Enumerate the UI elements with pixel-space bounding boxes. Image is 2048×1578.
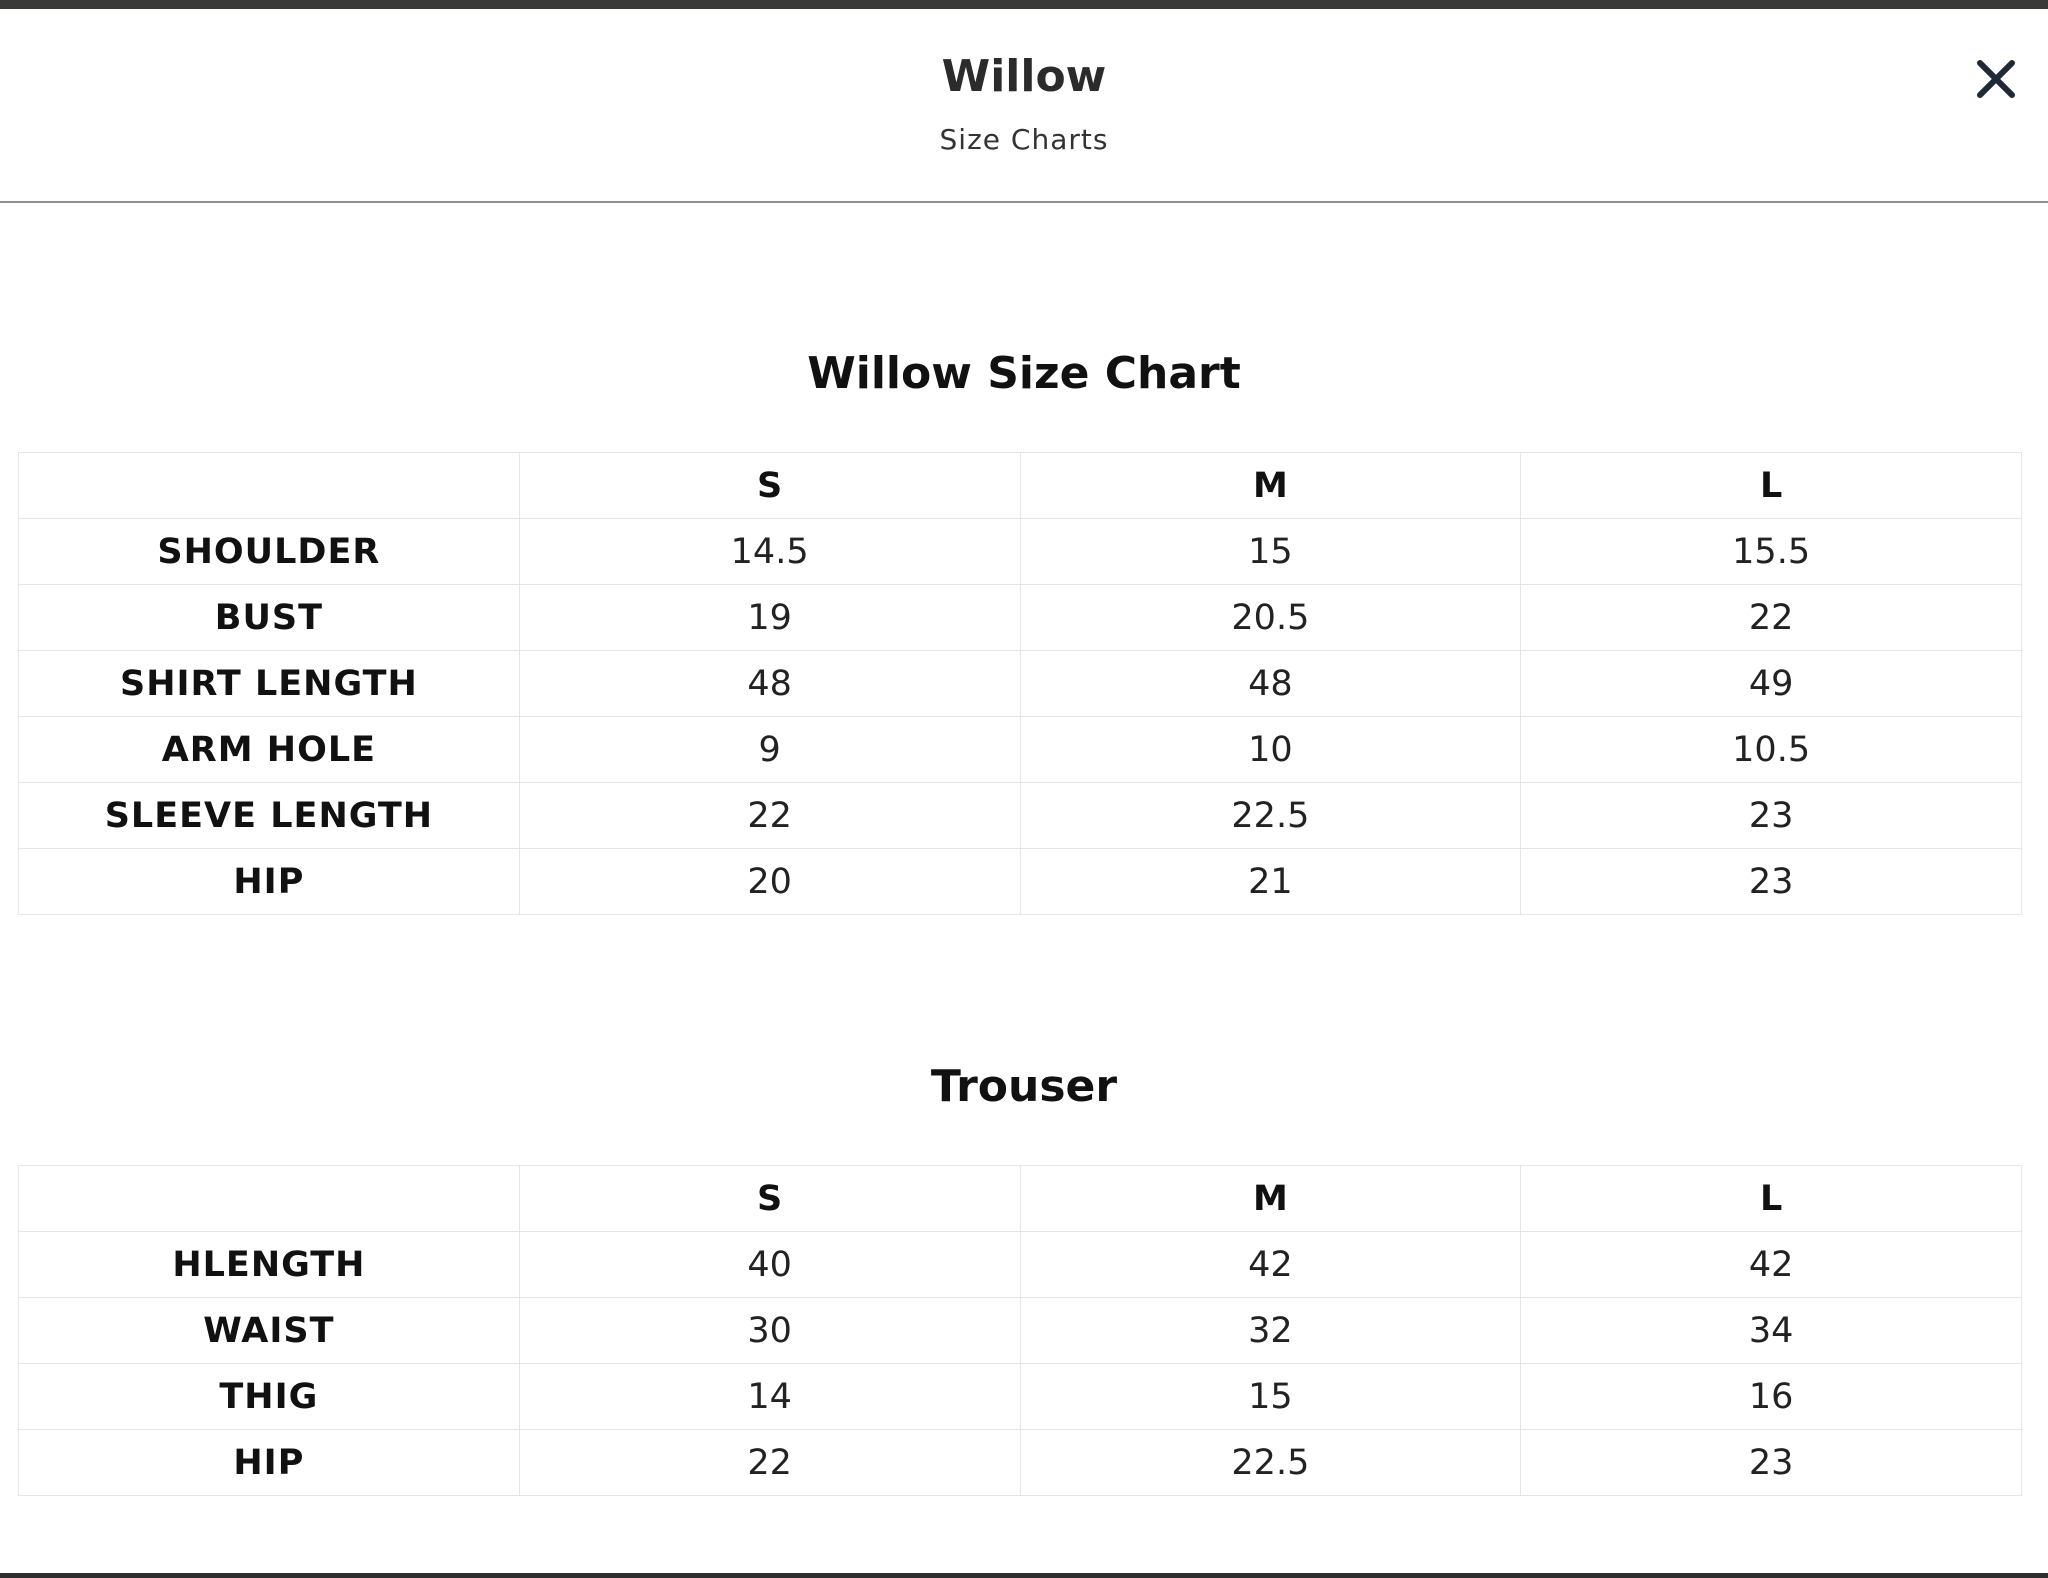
table-cell: 23 <box>1520 782 2022 849</box>
table-row: WAIST 30 32 34 <box>18 1297 2022 1364</box>
table-cell: 9 <box>518 716 1021 783</box>
row-label: ARM HOLE <box>18 716 520 783</box>
table-cell: 10.5 <box>1520 716 2022 783</box>
column-header: M <box>1019 1165 1522 1232</box>
table-cell: 15 <box>1019 518 1522 585</box>
table-cell: 22 <box>1520 584 2022 651</box>
table-cell: 20.5 <box>1019 584 1522 651</box>
table-cell: 23 <box>1520 1429 2022 1496</box>
row-label: SHIRT LENGTH <box>18 650 520 717</box>
table-cell: 40 <box>518 1231 1021 1298</box>
table-row: HIP 22 22.5 23 <box>18 1429 2022 1496</box>
modal-header: Willow Size Charts <box>0 9 2048 203</box>
table-cell: 21 <box>1019 848 1522 915</box>
table-cell: 22 <box>518 1429 1021 1496</box>
table-cell: 30 <box>518 1297 1021 1364</box>
table-cell: 42 <box>1019 1231 1522 1298</box>
modal-title: Willow <box>941 51 1107 102</box>
table-cell: 48 <box>1019 650 1522 717</box>
table-row: HIP 20 21 23 <box>18 848 2022 915</box>
table-cell: 34 <box>1520 1297 2022 1364</box>
row-label: THIG <box>18 1363 520 1430</box>
close-button[interactable] <box>1972 55 2020 103</box>
table-row: BUST 19 20.5 22 <box>18 584 2022 651</box>
trouser-chart-title: Trouser <box>930 1061 1118 1112</box>
column-header: L <box>1520 1165 2022 1232</box>
size-chart-table: S M L SHOULDER 14.5 15 15.5 BUST 19 20.5 22 SHIRT L… <box>18 452 2022 915</box>
table-cell: 15.5 <box>1520 518 2022 585</box>
row-label: HIP <box>18 848 520 915</box>
column-header <box>18 1165 520 1232</box>
table-cell: 14.5 <box>518 518 1021 585</box>
backdrop-strip-bottom <box>0 1573 2048 1578</box>
row-label: WAIST <box>18 1297 520 1364</box>
table-row: HLENGTH 40 42 42 <box>18 1231 2022 1298</box>
column-header: S <box>518 452 1021 519</box>
table-cell: 20 <box>518 848 1021 915</box>
table-cell: 14 <box>518 1363 1021 1430</box>
table-cell: 10 <box>1019 716 1522 783</box>
column-header <box>18 452 520 519</box>
modal-subtitle: Size Charts <box>939 123 1109 156</box>
table-row: SHIRT LENGTH 48 48 49 <box>18 650 2022 717</box>
table-cell: 42 <box>1520 1231 2022 1298</box>
table-cell: 16 <box>1520 1363 2022 1430</box>
table-cell: 15 <box>1019 1363 1522 1430</box>
table-cell: 49 <box>1520 650 2022 717</box>
table-row: SLEEVE LENGTH 22 22.5 23 <box>18 782 2022 849</box>
table-cell: 48 <box>518 650 1021 717</box>
column-header: L <box>1520 452 2022 519</box>
row-label: HIP <box>18 1429 520 1496</box>
close-icon <box>1977 60 2015 98</box>
table-row: SHOULDER 14.5 15 15.5 <box>18 518 2022 585</box>
column-header: M <box>1019 452 1522 519</box>
table-cell: 22 <box>518 782 1021 849</box>
size-chart-title: Willow Size Chart <box>807 348 1241 399</box>
table-cell: 23 <box>1520 848 2022 915</box>
table-cell: 19 <box>518 584 1021 651</box>
table-row: ARM HOLE 9 10 10.5 <box>18 716 2022 783</box>
backdrop-strip-top <box>0 0 2048 9</box>
row-label: BUST <box>18 584 520 651</box>
row-label: SHOULDER <box>18 518 520 585</box>
column-header: S <box>518 1165 1021 1232</box>
trouser-chart-table: S M L HLENGTH 40 42 42 WAIST 30 32 34 THIG 14 15 16 HIP… <box>18 1165 2022 1496</box>
table-row: THIG 14 15 16 <box>18 1363 2022 1430</box>
row-label: SLEEVE LENGTH <box>18 782 520 849</box>
table-cell: 22.5 <box>1019 782 1522 849</box>
table-cell: 22.5 <box>1019 1429 1522 1496</box>
row-label: HLENGTH <box>18 1231 520 1298</box>
table-cell: 32 <box>1019 1297 1522 1364</box>
